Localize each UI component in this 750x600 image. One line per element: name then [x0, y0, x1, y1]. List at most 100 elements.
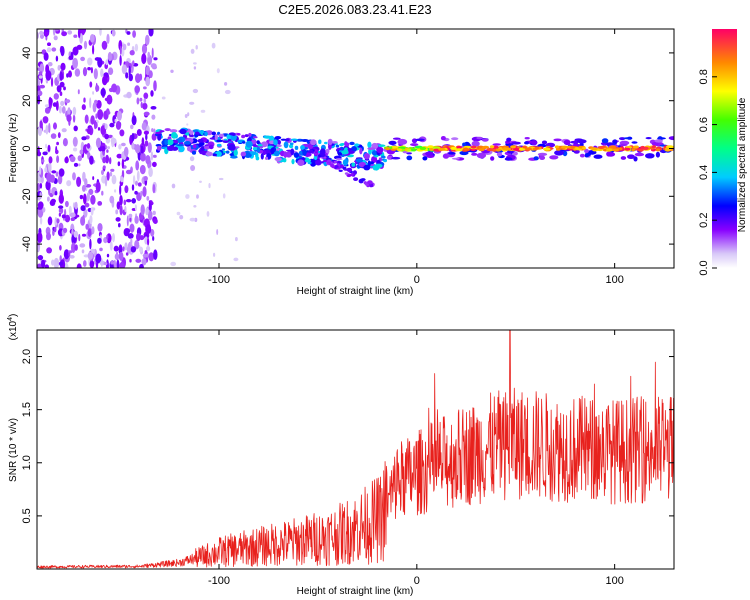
spectrogram-cell: [59, 91, 63, 96]
spectrogram-cell: [463, 147, 469, 151]
spectrogram-cell: [513, 148, 521, 152]
spectrogram-cell: [218, 177, 224, 181]
spectrogram-cell: [456, 146, 462, 149]
spectrogram-panel: -100 0 100 -40 -20 0 20 40 Height of straight l…: [8, 28, 675, 297]
spectrogram-cell: [216, 68, 220, 74]
spectrogram-cell: [179, 215, 184, 220]
spectrogram-cell: [135, 180, 138, 186]
spectrogram-cell: [116, 110, 122, 121]
spectrogram-cell: [318, 139, 322, 145]
spectrogram-cell: [94, 121, 98, 129]
spectrogram-cell: [406, 152, 412, 155]
spectrogram-cell: [84, 178, 88, 187]
spectrogram-cell: [152, 236, 155, 241]
spectrogram-cell: [83, 97, 86, 103]
spectrogram-ylabel: Frequency (Hz): [8, 114, 19, 183]
spectrogram-cell: [216, 229, 219, 235]
spectrogram-cell: [82, 214, 85, 226]
spectrogram-cell: [122, 246, 125, 252]
spectrogram-cell: [344, 172, 349, 175]
spectrogram-cell: [130, 246, 137, 253]
spectrogram-cell: [510, 145, 517, 149]
spectrogram-cell: [230, 133, 237, 141]
spectrogram-cell: [236, 133, 241, 136]
spectrogram-cell: [139, 246, 144, 253]
spectrogram-cell: [126, 215, 129, 227]
spectrogram-cell: [63, 86, 66, 91]
spectrogram-cell: [289, 142, 294, 146]
spectrogram-cell: [124, 228, 131, 234]
spectrogram-cell: [132, 60, 135, 66]
spectrogram-cell: [47, 196, 50, 202]
snr-frame: [36, 329, 675, 570]
spectrogram-cell: [139, 263, 144, 268]
spectrogram-cell: [415, 138, 425, 142]
spectrogram-cell: [53, 226, 57, 233]
spectrogram-cell: [63, 249, 70, 260]
spectrogram-cell: [224, 82, 228, 86]
spectrogram-cell: [137, 182, 142, 187]
spectrogram-cell: [123, 146, 129, 157]
spectrogram-cell: [351, 146, 357, 152]
spectrogram-cell: [184, 114, 188, 118]
y-tick-label: 20: [21, 95, 33, 107]
spectrogram-cell: [200, 146, 205, 151]
spectrogram-cell: [280, 138, 287, 141]
spectrogram-cell: [116, 259, 120, 268]
spectrogram-cell: [55, 55, 59, 62]
spectrogram-cell: [211, 42, 216, 49]
spectrogram-cell: [634, 152, 645, 157]
spectrogram-cell: [66, 114, 72, 122]
spectrogram-cell: [554, 145, 560, 149]
spectrogram-cell: [349, 141, 355, 146]
spectrogram-cell: [470, 145, 477, 149]
spectrogram-cell: [495, 148, 502, 152]
spectrogram-cell: [97, 57, 103, 68]
spectrogram-cell: [101, 40, 108, 50]
spectrogram-cell: [134, 43, 139, 52]
spectrogram-cell: [73, 162, 79, 167]
spectrogram-cell: [57, 132, 61, 139]
spectrogram-cell: [490, 156, 495, 161]
spectrogram-cell: [331, 141, 338, 144]
spectrogram-cell: [360, 178, 366, 182]
spectrogram-cell: [89, 260, 95, 268]
spectrogram-cell: [144, 140, 149, 147]
spectrogram-cell: [87, 57, 93, 66]
spectrogram-cell: [119, 55, 122, 66]
spectrogram-cell: [206, 211, 210, 217]
spectrogram-cell: [53, 257, 60, 268]
spectrogram-cell: [429, 147, 434, 151]
spectrogram-cell: [37, 196, 41, 201]
spectrogram-cell: [125, 199, 132, 203]
spectrogram-cell: [289, 144, 294, 149]
spectrogram-cell: [522, 145, 528, 149]
spectrogram-cell: [132, 30, 137, 38]
spectrogram-cell: [65, 200, 69, 208]
spectrogram-cell: [106, 171, 110, 181]
spectrogram-cell: [58, 261, 64, 266]
spectrogram-cell: [58, 105, 63, 114]
spectrogram-cell: [61, 128, 67, 133]
spectrogram-cell: [39, 84, 45, 89]
spectrogram-cell: [305, 152, 312, 157]
spectrogram-cell: [64, 156, 69, 164]
spectrogram-cell: [49, 199, 56, 206]
spectrogram-cell: [119, 184, 122, 196]
spectrogram-cell: [118, 251, 124, 261]
spectrogram-cell: [476, 136, 483, 140]
spectrogram-cell: [124, 242, 128, 251]
spectrogram-cell: [371, 156, 378, 163]
spectrogram-cell: [504, 147, 512, 151]
spectrogram-cell: [81, 249, 85, 254]
spectrogram-cell: [222, 193, 226, 199]
spectrogram-cell: [277, 140, 282, 145]
snr-ticks: -100 0 100 0.5 1.0 1.5 2.0: [21, 330, 674, 587]
spectrogram-cell: [84, 202, 90, 208]
spectrogram-cell: [143, 130, 149, 135]
colorbar-gradient: [712, 29, 737, 268]
spectrogram-cell: [59, 245, 62, 251]
spectrogram-cell: [89, 155, 94, 165]
spectrogram-cell: [524, 137, 530, 140]
spectrogram-cell: [301, 139, 309, 142]
